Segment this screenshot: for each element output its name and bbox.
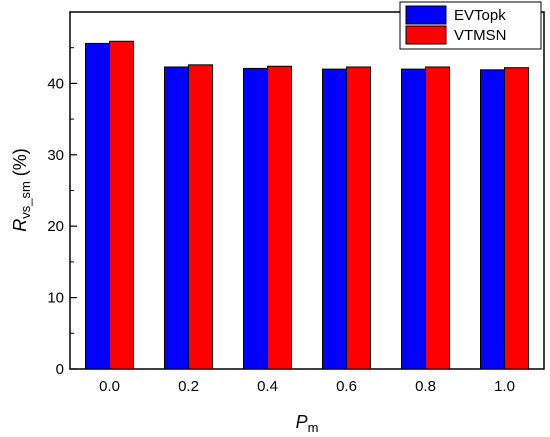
bar-evtopk-5 <box>480 69 505 370</box>
x-tick-label: 0.4 <box>257 378 278 395</box>
y-tick-label: 40 <box>47 75 64 92</box>
bar-vtmsn-4 <box>425 66 450 370</box>
plot-frame <box>69 11 545 370</box>
legend-label-evtopk: EVTopk <box>454 7 506 24</box>
legend-label-vtmsn: VTMSN <box>454 27 507 44</box>
y-tick-label: 10 <box>47 290 64 307</box>
y-tick-label: 20 <box>47 218 64 235</box>
x-tick-label: 0.6 <box>336 378 357 395</box>
x-tick-label: 0.8 <box>415 378 436 395</box>
bar-evtopk-3 <box>322 68 347 370</box>
y-tick-label: 30 <box>47 147 64 164</box>
bar-vtmsn-5 <box>504 67 529 370</box>
x-axis-label: Pm <box>296 412 319 435</box>
legend: EVTopk VTMSN <box>399 1 542 50</box>
bar-evtopk-1 <box>164 66 189 370</box>
legend-swatch-vtmsn <box>405 25 447 45</box>
legend-swatch-evtopk <box>405 5 447 25</box>
x-tick-label: 0.0 <box>99 378 120 395</box>
bar-vtmsn-1 <box>188 64 213 370</box>
y-tick-label: 0 <box>56 361 64 378</box>
x-tick-label: 1.0 <box>494 378 515 395</box>
bar-vtmsn-2 <box>267 65 292 370</box>
y-axis-label: Rvs_sm (%) <box>10 148 33 232</box>
ticks-group: 0.0 0.2 0.4 0.6 0.8 1.0 0 10 20 30 40 <box>47 47 515 395</box>
bar-evtopk-4 <box>401 68 426 370</box>
bar-evtopk-2 <box>243 67 268 370</box>
bars-group <box>85 40 529 370</box>
x-tick-label: 0.2 <box>178 378 199 395</box>
bar-vtmsn-0 <box>109 40 134 370</box>
bar-vtmsn-3 <box>346 66 371 370</box>
bar-evtopk-0 <box>85 42 110 370</box>
